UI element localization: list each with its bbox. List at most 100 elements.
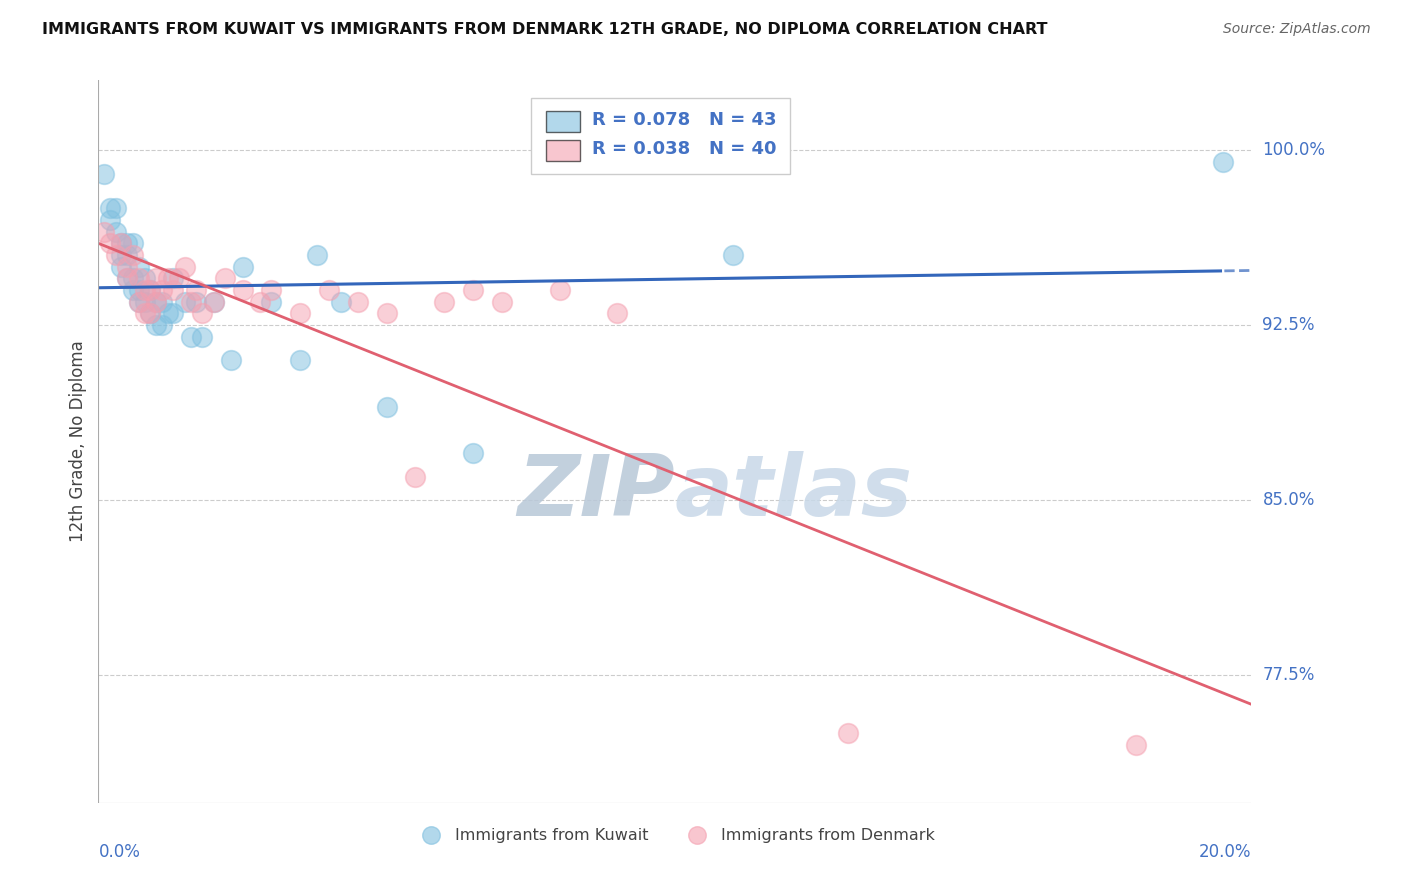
FancyBboxPatch shape — [546, 111, 581, 132]
Point — [134, 294, 156, 309]
Text: Source: ZipAtlas.com: Source: ZipAtlas.com — [1223, 22, 1371, 37]
Text: 100.0%: 100.0% — [1263, 141, 1326, 159]
Point — [375, 306, 398, 320]
Point — [231, 260, 254, 274]
Point — [110, 260, 132, 274]
Point — [104, 248, 127, 262]
Point — [346, 294, 368, 309]
Point — [104, 202, 127, 216]
FancyBboxPatch shape — [531, 98, 790, 174]
Point — [186, 283, 208, 297]
Text: IMMIGRANTS FROM KUWAIT VS IMMIGRANTS FROM DENMARK 12TH GRADE, NO DIPLOMA CORRELA: IMMIGRANTS FROM KUWAIT VS IMMIGRANTS FRO… — [42, 22, 1047, 37]
Point — [145, 294, 167, 309]
Point — [191, 306, 214, 320]
Point — [318, 283, 340, 297]
Point — [249, 294, 271, 309]
Point — [110, 248, 132, 262]
Point — [1212, 154, 1234, 169]
Text: 77.5%: 77.5% — [1263, 665, 1315, 683]
Point — [461, 446, 484, 460]
Point — [290, 306, 312, 320]
Point — [375, 400, 398, 414]
Text: atlas: atlas — [675, 450, 912, 533]
Point — [122, 236, 145, 251]
Text: 85.0%: 85.0% — [1263, 491, 1315, 508]
Point — [117, 271, 139, 285]
Text: ZIP: ZIP — [517, 450, 675, 533]
Point — [139, 283, 162, 297]
Point — [202, 294, 225, 309]
Point — [93, 225, 115, 239]
Point — [117, 271, 139, 285]
Point — [180, 329, 202, 343]
Point — [134, 271, 156, 285]
Point — [104, 225, 127, 239]
Y-axis label: 12th Grade, No Diploma: 12th Grade, No Diploma — [69, 341, 87, 542]
Point — [162, 283, 184, 297]
Point — [231, 283, 254, 297]
Point — [461, 283, 484, 297]
Point — [128, 283, 150, 297]
Point — [260, 283, 283, 297]
Point — [837, 726, 859, 740]
Point — [606, 306, 628, 320]
Point — [202, 294, 225, 309]
Point — [110, 236, 132, 251]
Point — [110, 236, 132, 251]
Point — [433, 294, 456, 309]
FancyBboxPatch shape — [546, 139, 581, 161]
Point — [98, 202, 121, 216]
Point — [219, 353, 242, 368]
Point — [139, 306, 162, 320]
Point — [156, 306, 179, 320]
Point — [122, 271, 145, 285]
Point — [128, 294, 150, 309]
Point — [139, 283, 162, 297]
Text: 0.0%: 0.0% — [98, 843, 141, 861]
Point — [128, 271, 150, 285]
Point — [162, 271, 184, 285]
Point — [180, 294, 202, 309]
Point — [491, 294, 513, 309]
Point — [174, 294, 197, 309]
Point — [260, 294, 283, 309]
Text: 92.5%: 92.5% — [1263, 316, 1315, 334]
Text: 20.0%: 20.0% — [1199, 843, 1251, 861]
Point — [117, 248, 139, 262]
Point — [1125, 738, 1147, 752]
Point — [122, 283, 145, 297]
Point — [156, 271, 179, 285]
Point — [405, 469, 427, 483]
Point — [290, 353, 312, 368]
Point — [150, 283, 173, 297]
Point — [98, 213, 121, 227]
Point — [548, 283, 571, 297]
Point — [145, 271, 167, 285]
Point — [307, 248, 329, 262]
Point — [186, 294, 208, 309]
Point — [150, 294, 173, 309]
Point — [145, 294, 167, 309]
Text: R = 0.078   N = 43: R = 0.078 N = 43 — [592, 111, 776, 128]
Point — [145, 318, 167, 332]
Point — [167, 271, 190, 285]
Point — [150, 318, 173, 332]
Point — [191, 329, 214, 343]
Point — [98, 236, 121, 251]
Point — [117, 260, 139, 274]
Point — [214, 271, 236, 285]
Point — [174, 260, 197, 274]
Point — [128, 294, 150, 309]
Point — [122, 248, 145, 262]
Legend: Immigrants from Kuwait, Immigrants from Denmark: Immigrants from Kuwait, Immigrants from … — [409, 822, 941, 849]
Point — [128, 260, 150, 274]
Point — [162, 306, 184, 320]
Point — [134, 283, 156, 297]
Text: R = 0.038   N = 40: R = 0.038 N = 40 — [592, 139, 776, 158]
Point — [329, 294, 352, 309]
Point — [93, 167, 115, 181]
Point — [721, 248, 744, 262]
Point — [117, 236, 139, 251]
Point — [134, 306, 156, 320]
Point — [139, 306, 162, 320]
